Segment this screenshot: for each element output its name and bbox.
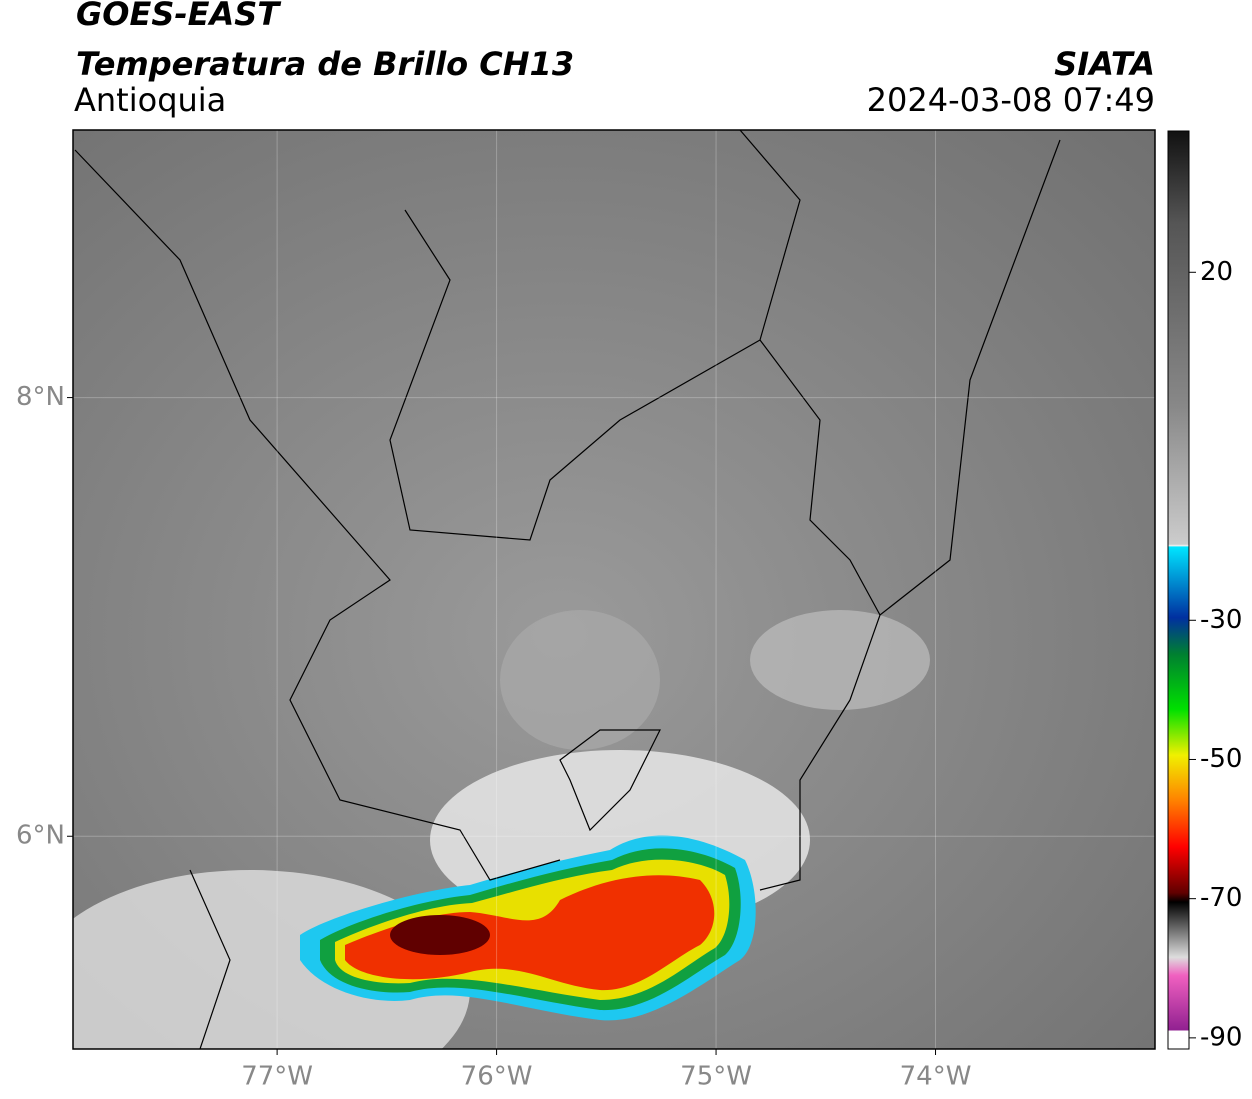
region: Antioquia (74, 81, 226, 119)
agency: SIATA (1054, 45, 1155, 83)
boundaries (74, 130, 1061, 1049)
datetime: 2024-03-08 07:49 (867, 81, 1155, 119)
storm-red (345, 875, 715, 991)
colorbar-tick-label: 20 (1200, 257, 1233, 287)
map-frame (72, 129, 1156, 1050)
storm-core (390, 915, 490, 955)
colorbar-tick-label: -50 (1200, 744, 1242, 774)
satellite: GOES-EAST (76, 0, 281, 33)
y-tick-label: 6°N (16, 821, 65, 851)
product: Temperatura de Brillo CH13 (76, 45, 574, 83)
x-tick-label: 76°W (461, 1062, 533, 1092)
colorbar-tick-label: -30 (1200, 605, 1242, 635)
x-tick-label: 77°W (241, 1062, 313, 1092)
y-tick-label: 8°N (16, 382, 65, 412)
cloud (500, 610, 660, 750)
x-tick-label: 75°W (680, 1062, 752, 1092)
map (73, 130, 1155, 1049)
cloud (750, 610, 930, 710)
colorbar-tick-label: -70 (1200, 883, 1242, 913)
colorbar (1167, 130, 1190, 1050)
colorbar-tick-label: -90 (1200, 1022, 1242, 1052)
x-tick-label: 74°W (900, 1062, 972, 1092)
